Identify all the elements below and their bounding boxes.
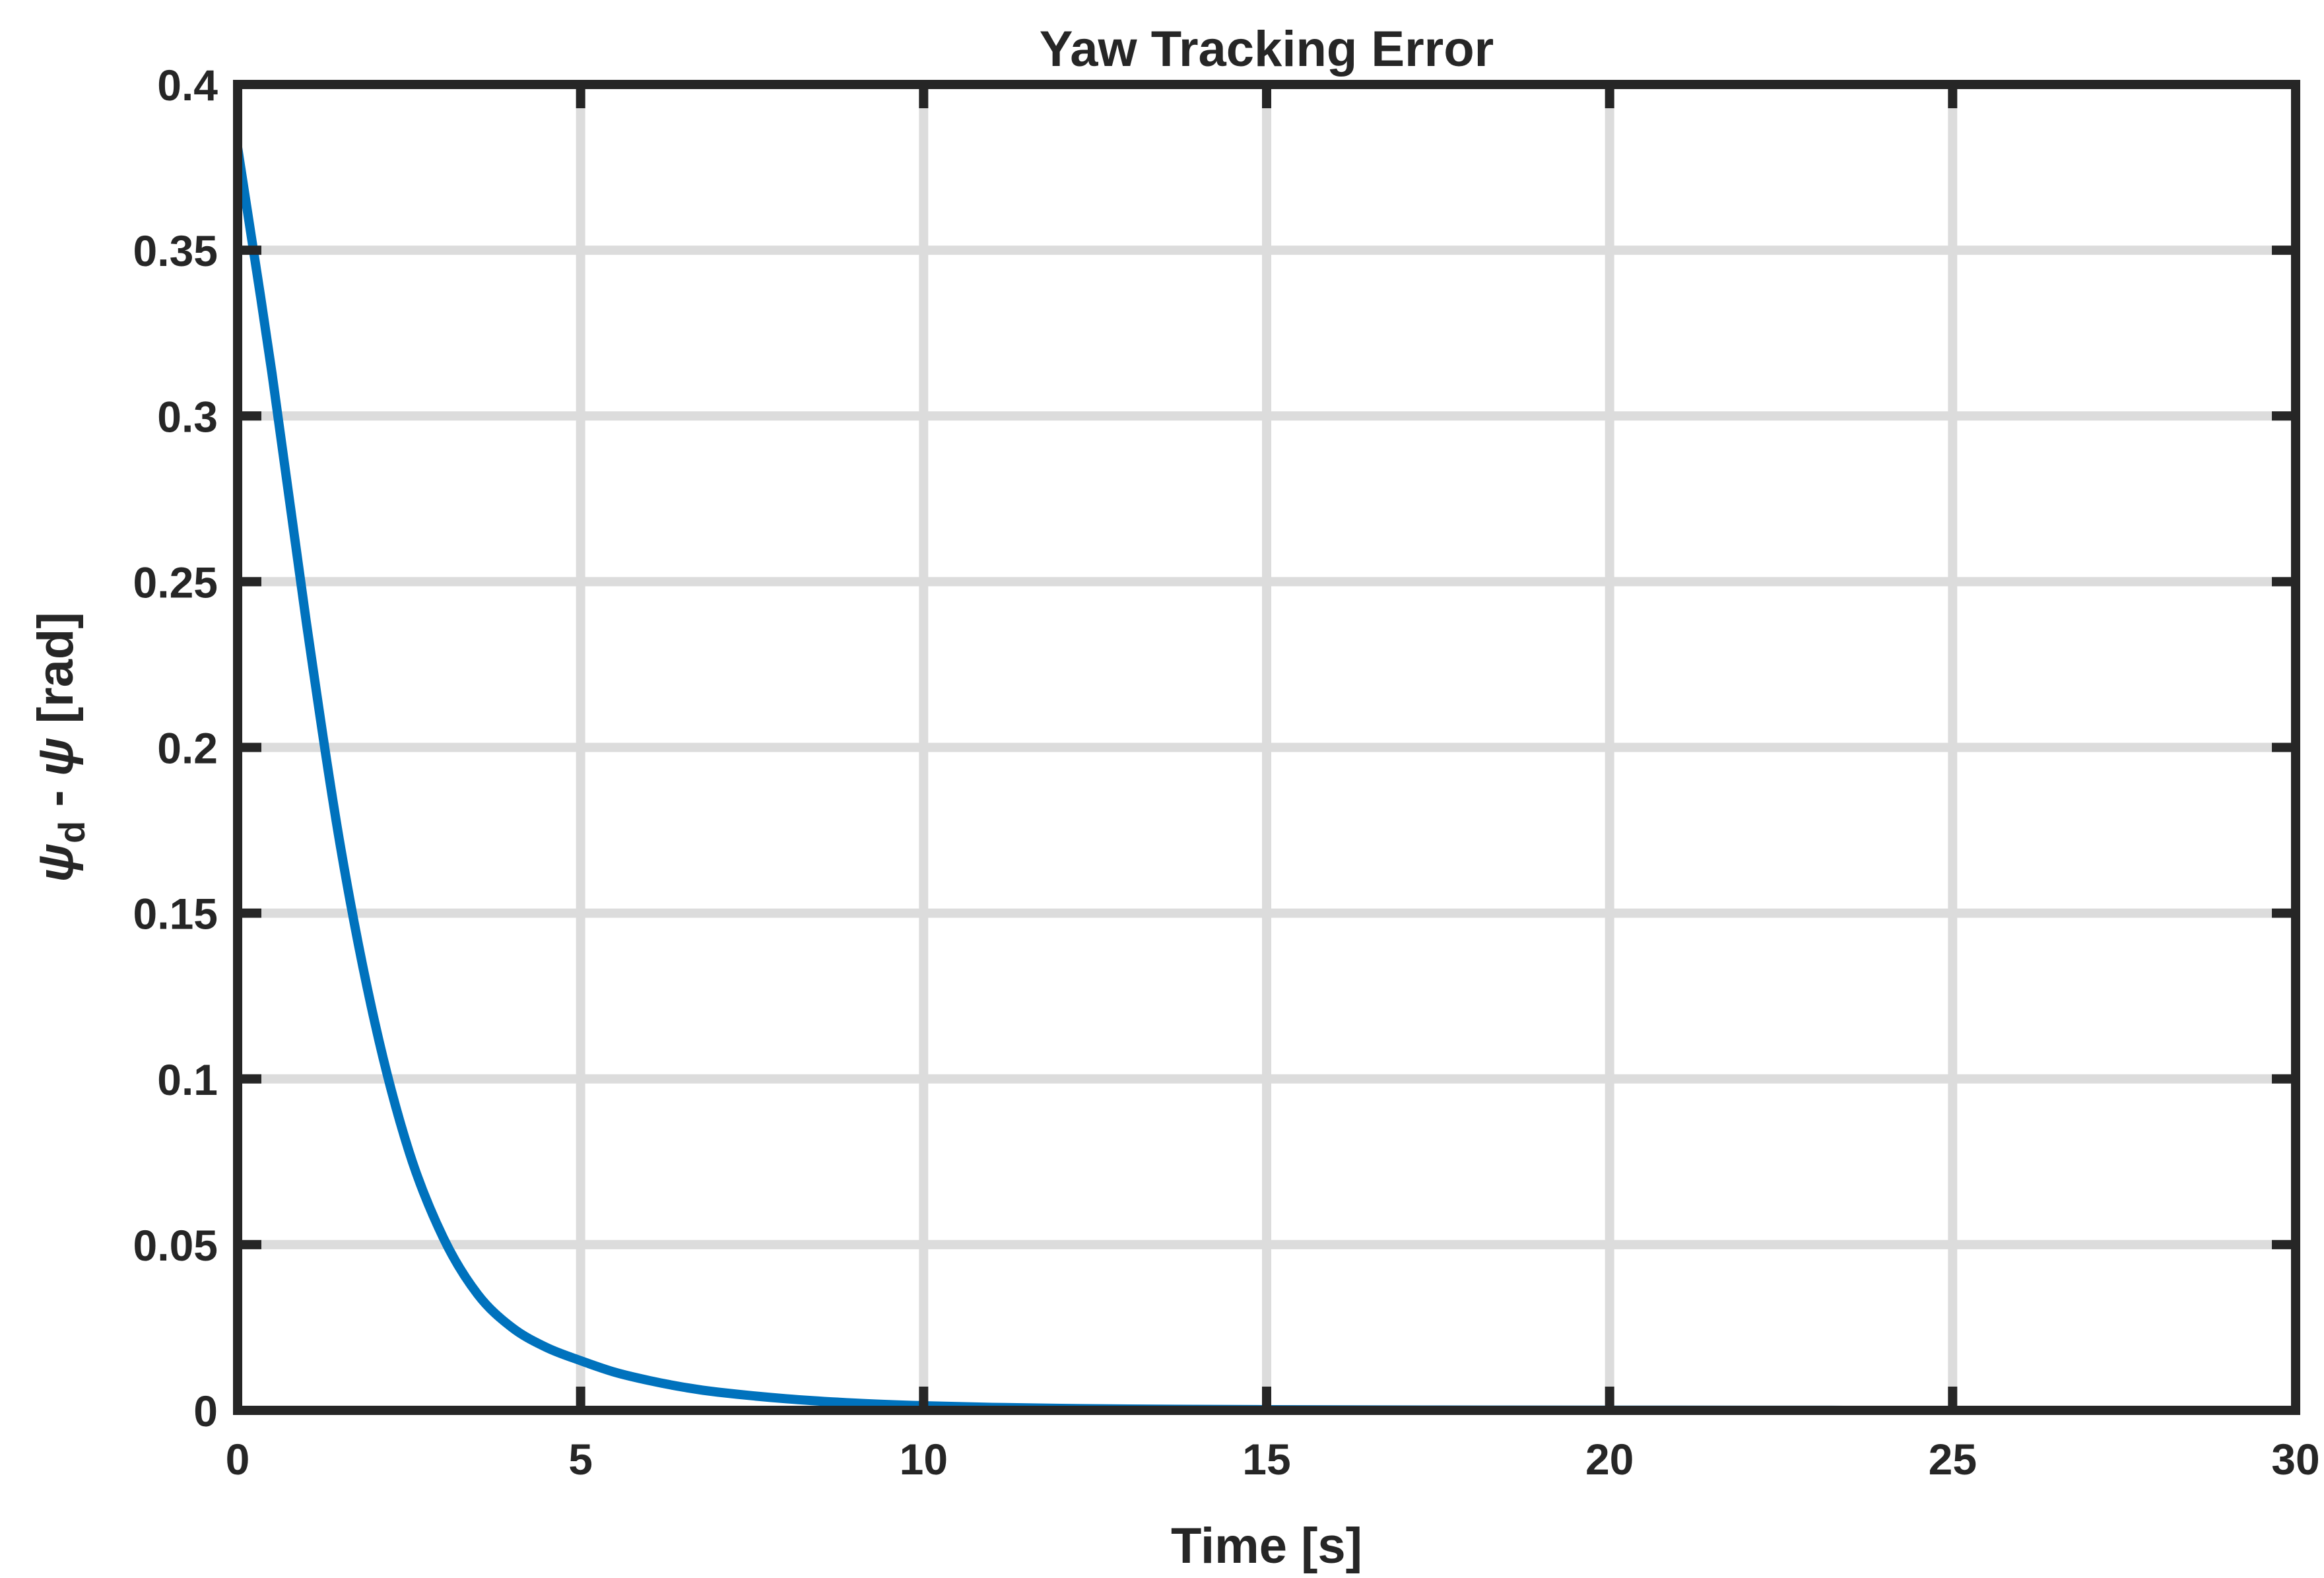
x-tick-label: 25 — [1929, 1435, 1977, 1484]
y-tick-label: 0.1 — [157, 1055, 218, 1104]
x-tick-label: 5 — [568, 1435, 593, 1484]
y-label-subscript: d — [51, 821, 92, 843]
y-label-psi: ψ — [28, 737, 84, 776]
y-label-unit: [rad] — [28, 612, 84, 737]
tick-labels: 0 5 10 15 20 25 30 0 0.05 0.1 0.15 0.2 0.25 0.3 0.35 0.… — [133, 61, 2320, 1484]
y-tick-label: 0.35 — [133, 226, 218, 275]
x-tick-label: 30 — [2271, 1435, 2319, 1484]
y-tick-label: 0 — [193, 1387, 218, 1435]
grid — [238, 84, 2296, 1410]
y-tick-label: 0.2 — [157, 724, 218, 773]
y-tick-label: 0.25 — [133, 558, 218, 607]
y-label-minus: - — [28, 776, 84, 821]
y-label-psi-d: ψ — [28, 843, 84, 882]
y-tick-label: 0.15 — [133, 890, 218, 938]
y-tick-label: 0.4 — [157, 61, 218, 110]
x-tick-label: 15 — [1242, 1435, 1290, 1484]
x-tick-label: 10 — [900, 1435, 948, 1484]
x-tick-label: 20 — [1585, 1435, 1634, 1484]
chart-title: Yaw Tracking Error — [1040, 21, 1494, 77]
y-tick-label: 0.05 — [133, 1221, 218, 1270]
y-tick-label: 0.3 — [157, 392, 218, 441]
tick-marks — [233, 80, 2300, 1415]
x-tick-label: 0 — [226, 1435, 250, 1484]
y-axis-label: ψd - ψ [rad] — [28, 612, 92, 882]
x-axis-label: Time [s] — [1171, 1518, 1362, 1574]
